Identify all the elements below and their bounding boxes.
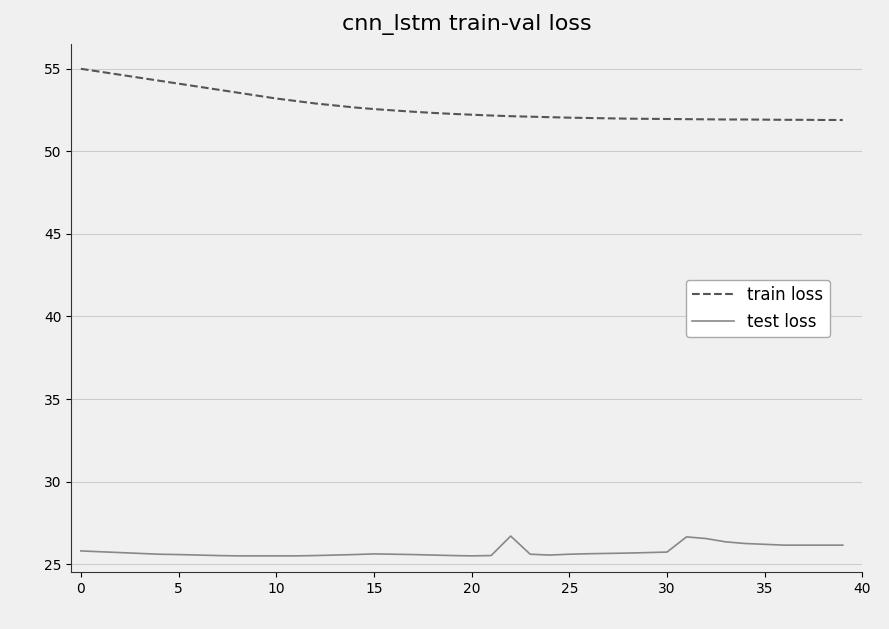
train loss bbox=[564, 114, 574, 121]
test loss bbox=[583, 550, 594, 557]
train loss bbox=[388, 107, 399, 114]
test loss bbox=[818, 542, 829, 549]
train loss bbox=[661, 115, 672, 123]
train loss bbox=[349, 104, 360, 111]
train loss bbox=[525, 113, 535, 120]
test loss bbox=[701, 535, 711, 542]
test loss bbox=[408, 551, 419, 559]
train loss bbox=[291, 97, 301, 105]
train loss bbox=[485, 112, 496, 120]
test loss bbox=[193, 551, 204, 559]
test loss bbox=[388, 550, 399, 558]
test loss bbox=[447, 552, 458, 559]
test loss bbox=[505, 532, 516, 540]
train loss bbox=[681, 115, 692, 123]
train loss bbox=[330, 102, 340, 109]
train loss bbox=[173, 80, 184, 87]
test loss bbox=[622, 549, 633, 557]
test loss bbox=[798, 542, 809, 549]
train loss bbox=[779, 116, 789, 123]
train loss bbox=[447, 110, 458, 118]
test loss bbox=[232, 552, 243, 560]
train loss bbox=[271, 95, 282, 103]
test loss bbox=[115, 548, 125, 557]
test loss bbox=[720, 538, 731, 545]
test loss bbox=[349, 551, 360, 559]
train loss bbox=[837, 116, 848, 124]
test loss bbox=[428, 551, 438, 559]
Line: test loss: test loss bbox=[81, 536, 843, 556]
train loss bbox=[818, 116, 829, 124]
train loss bbox=[310, 100, 321, 108]
test loss bbox=[271, 552, 282, 560]
train loss bbox=[701, 116, 711, 123]
test loss bbox=[466, 552, 477, 560]
train loss bbox=[115, 71, 125, 79]
test loss bbox=[525, 550, 535, 558]
test loss bbox=[642, 548, 653, 557]
test loss bbox=[212, 552, 223, 559]
test loss bbox=[330, 551, 340, 559]
test loss bbox=[134, 550, 145, 557]
train loss bbox=[193, 83, 204, 91]
train loss bbox=[505, 113, 516, 120]
test loss bbox=[95, 548, 106, 555]
train loss bbox=[408, 108, 419, 116]
train loss bbox=[95, 68, 106, 75]
test loss bbox=[310, 552, 321, 559]
train loss bbox=[622, 115, 633, 123]
train loss bbox=[212, 86, 223, 93]
test loss bbox=[837, 542, 848, 549]
train loss bbox=[76, 65, 86, 72]
Legend: train loss, test loss: train loss, test loss bbox=[685, 279, 830, 337]
test loss bbox=[252, 552, 262, 560]
train loss bbox=[720, 116, 731, 123]
test loss bbox=[564, 550, 574, 558]
train loss bbox=[466, 111, 477, 118]
test loss bbox=[544, 551, 555, 559]
train loss bbox=[154, 77, 164, 84]
Line: train loss: train loss bbox=[81, 69, 843, 120]
test loss bbox=[779, 542, 789, 549]
test loss bbox=[740, 540, 750, 547]
train loss bbox=[544, 113, 555, 121]
train loss bbox=[740, 116, 750, 123]
test loss bbox=[173, 551, 184, 559]
test loss bbox=[485, 552, 496, 559]
test loss bbox=[681, 533, 692, 541]
train loss bbox=[428, 109, 438, 116]
test loss bbox=[154, 550, 164, 558]
test loss bbox=[369, 550, 380, 558]
train loss bbox=[369, 105, 380, 113]
train loss bbox=[134, 74, 145, 82]
test loss bbox=[759, 540, 770, 548]
train loss bbox=[252, 92, 262, 99]
train loss bbox=[642, 115, 653, 123]
train loss bbox=[759, 116, 770, 123]
train loss bbox=[232, 89, 243, 96]
Title: cnn_lstm train-val loss: cnn_lstm train-val loss bbox=[342, 14, 591, 35]
train loss bbox=[603, 114, 613, 122]
test loss bbox=[661, 548, 672, 556]
test loss bbox=[76, 547, 86, 555]
test loss bbox=[603, 550, 613, 557]
train loss bbox=[798, 116, 809, 123]
train loss bbox=[583, 114, 594, 122]
test loss bbox=[291, 552, 301, 560]
